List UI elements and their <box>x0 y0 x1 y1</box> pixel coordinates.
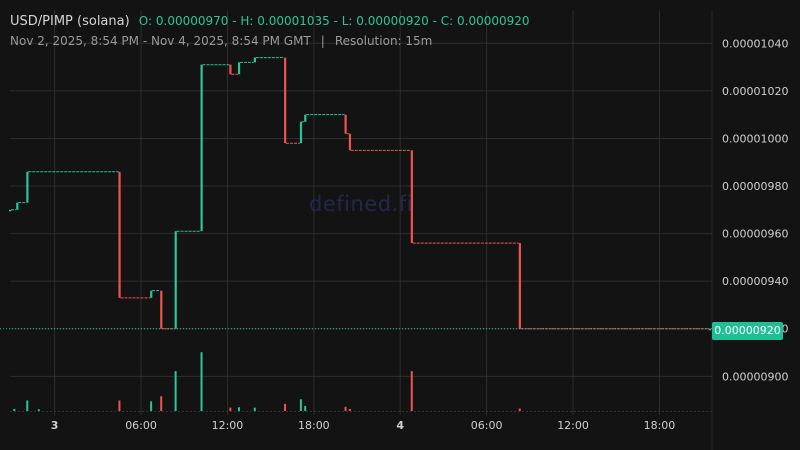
candle <box>708 328 712 331</box>
volume-bar <box>253 407 256 411</box>
volume-bar <box>284 403 287 411</box>
volume-bar <box>304 405 307 411</box>
candle <box>344 114 347 134</box>
x-tick-label: 12:00 <box>212 419 244 432</box>
candle <box>9 209 12 212</box>
candle <box>348 133 352 151</box>
y-tick-label: 0.00001000 <box>722 132 788 145</box>
y-tick-label: 0.00000940 <box>722 275 788 288</box>
volume-bar <box>118 400 121 411</box>
candle <box>410 150 413 244</box>
candle <box>150 290 153 298</box>
pair-title: USD/PIMP (solana) <box>10 14 130 29</box>
candle <box>304 114 307 122</box>
candle <box>284 57 287 144</box>
volume-bar <box>150 401 153 411</box>
volume-bar <box>174 371 177 411</box>
watermark-logo: defined.fi <box>309 192 413 216</box>
candle <box>174 231 177 329</box>
x-tick-label: 18:00 <box>644 419 676 432</box>
volume-bar <box>410 371 413 411</box>
last-price-badge: 0.00000920 <box>712 322 783 340</box>
volume-bar <box>200 352 203 411</box>
volume-bar <box>160 396 163 411</box>
candle <box>26 171 29 203</box>
y-tick-label: 0.00000900 <box>722 370 788 383</box>
volume-bar <box>237 407 240 411</box>
candle <box>253 57 256 63</box>
y-tick-label: 0.00000960 <box>722 228 788 241</box>
candle <box>118 171 121 298</box>
candle <box>518 243 521 329</box>
x-tick-label: 06:00 <box>125 419 157 432</box>
candle <box>229 64 232 75</box>
volume-bar <box>37 409 40 411</box>
x-tick-label: 06:00 <box>471 419 503 432</box>
volume-bar <box>518 408 521 411</box>
volume-bar <box>13 408 16 411</box>
volume-bar <box>344 406 347 411</box>
candle <box>16 202 19 210</box>
separator: | <box>320 34 325 48</box>
volume-bar <box>299 399 302 411</box>
volume-bar <box>348 408 351 411</box>
x-tick-label: 12:00 <box>557 419 589 432</box>
volume-bar <box>26 400 29 411</box>
chart-header: USD/PIMP (solana) O: 0.00000970 - H: 0.0… <box>10 11 530 31</box>
chart-subheader: Nov 2, 2025, 8:54 PM - Nov 4, 2025, 8:54… <box>10 32 432 50</box>
x-tick-label: 18:00 <box>298 419 330 432</box>
y-tick-label: 0.00001020 <box>722 85 788 98</box>
candle <box>299 121 303 144</box>
candle <box>200 64 203 232</box>
date-range: Nov 2, 2025, 8:54 PM - Nov 4, 2025, 8:54… <box>10 34 311 48</box>
y-tick-label: 0.00001040 <box>722 37 788 50</box>
candle <box>160 290 163 329</box>
x-tick-label: 4 <box>396 419 404 432</box>
resolution-label: Resolution: 15m <box>334 34 433 48</box>
volume-bar <box>229 407 232 411</box>
candle <box>237 62 241 75</box>
y-tick-label: 0.00000980 <box>722 180 788 193</box>
x-tick-label: 3 <box>51 419 59 432</box>
ohlc-readout: O: 0.00000970 - H: 0.00001035 - L: 0.000… <box>138 14 530 28</box>
